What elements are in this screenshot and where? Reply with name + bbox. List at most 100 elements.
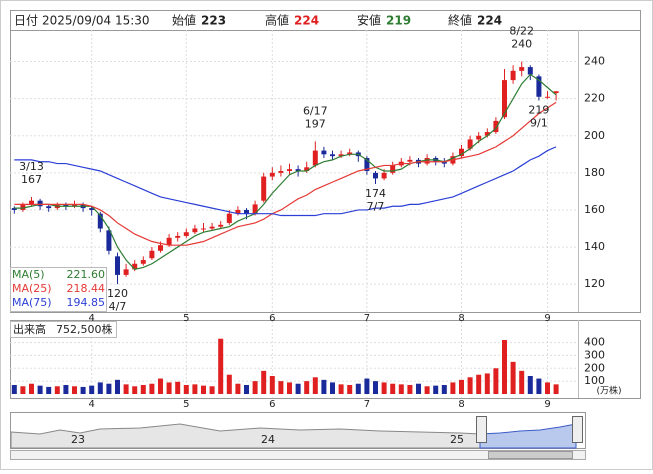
candle-body (97, 213, 103, 229)
volume-bar (72, 386, 77, 394)
candle-body (536, 76, 542, 97)
candle-body (510, 70, 516, 81)
candle-body (278, 171, 284, 173)
candle-body (115, 256, 120, 275)
annotation-date: 3/13 (19, 160, 44, 173)
candle-body (338, 154, 344, 157)
volume-bar (149, 383, 155, 394)
header-label: 終値 (448, 13, 472, 28)
volume-bar (97, 382, 103, 394)
volume-bar (476, 374, 482, 394)
candle-body (527, 67, 533, 75)
candle-body (175, 235, 181, 238)
candle-body (183, 232, 189, 236)
navigator-selection (479, 423, 577, 449)
price-frame (10, 10, 641, 313)
candle-body (467, 139, 473, 149)
candle-body (158, 245, 163, 251)
y-tick-label: 240 (584, 55, 605, 68)
candle-body (295, 169, 301, 171)
annotation-value: 197 (305, 117, 326, 130)
volume-bar (355, 383, 361, 394)
header-label: 安値 (357, 13, 381, 28)
candle-body (424, 158, 430, 164)
y-tick-label: 160 (584, 203, 605, 216)
volume-bar (416, 383, 421, 394)
volume-bar (252, 381, 258, 394)
candle-body (441, 161, 447, 164)
volume-bar (89, 385, 95, 394)
x-tick-label: 8 (458, 313, 464, 324)
candle-body (166, 237, 172, 246)
x-tick-label: 8 (458, 399, 464, 410)
navigator-handle[interactable] (572, 416, 583, 443)
candle-body (459, 148, 464, 157)
volume-bar (261, 370, 267, 394)
y-tick-label: 180 (584, 166, 605, 179)
annotation-date: 8/22 (509, 25, 534, 38)
candle-body (381, 172, 387, 179)
x-tick-label: 9 (544, 399, 550, 410)
volume-bar (304, 381, 310, 394)
volume-bar (424, 386, 430, 394)
header-value: 2025/09/04 15:30 (42, 14, 150, 28)
volume-bar (536, 378, 542, 394)
volume-bar (553, 384, 559, 394)
scrollbar[interactable] (10, 450, 586, 460)
candle-body (132, 263, 138, 270)
candle-body (209, 226, 215, 229)
volume-bar (433, 385, 439, 394)
volume-bar (63, 385, 69, 394)
volume-bar (287, 382, 292, 394)
volume-bar (467, 377, 473, 394)
candle-body (123, 269, 129, 275)
candle-body (218, 224, 224, 227)
volume-bar (493, 368, 499, 394)
y-tick-label: 120 (584, 277, 605, 290)
x-tick-label: 4 (89, 399, 95, 410)
volume-bar (106, 383, 112, 394)
candle-body (235, 209, 241, 214)
x-tick-label: 7 (364, 399, 370, 410)
annotation-value: 219 (528, 104, 549, 117)
volume-bar (244, 385, 249, 394)
candle-body (390, 165, 396, 173)
volume-bar (46, 386, 52, 394)
navigator-handle[interactable] (476, 416, 487, 443)
y-tick-label: 200 (584, 361, 605, 374)
x-tick-label: 6 (269, 399, 275, 410)
x-tick-label: 4 (89, 313, 95, 324)
volume-bar (11, 385, 17, 394)
candle-body (321, 150, 327, 155)
legend-name: MA(5) (12, 268, 45, 281)
volume-bar (312, 377, 318, 394)
candle-body (519, 67, 525, 71)
volume-bar (502, 340, 507, 394)
candle-body (476, 135, 482, 140)
volume-bar (519, 370, 525, 394)
volume-bar (54, 386, 60, 394)
ma-line (14, 101, 557, 246)
volume-bar (37, 385, 43, 394)
candle-body (29, 200, 34, 205)
volume-bar (209, 386, 215, 394)
volume-bar (373, 381, 378, 394)
candle-body (484, 132, 490, 136)
y-tick-label: 300 (584, 348, 605, 361)
candle-body (330, 154, 335, 157)
candle-body (545, 96, 550, 98)
y-tick-label: 140 (584, 240, 605, 253)
candle-body (261, 176, 267, 201)
volume-bar (140, 385, 146, 394)
ma-line (14, 73, 557, 270)
scrollbar-thumb[interactable] (488, 451, 573, 459)
volume-bar (269, 376, 275, 394)
candle-body (304, 167, 310, 171)
y-tick-label: 400 (584, 336, 605, 349)
volume-bar (175, 381, 181, 394)
y-tick-label: 200 (584, 129, 605, 142)
candle-body (287, 169, 292, 171)
volume-bar (545, 382, 550, 394)
volume-bar (278, 381, 284, 394)
candle-body (20, 204, 26, 210)
